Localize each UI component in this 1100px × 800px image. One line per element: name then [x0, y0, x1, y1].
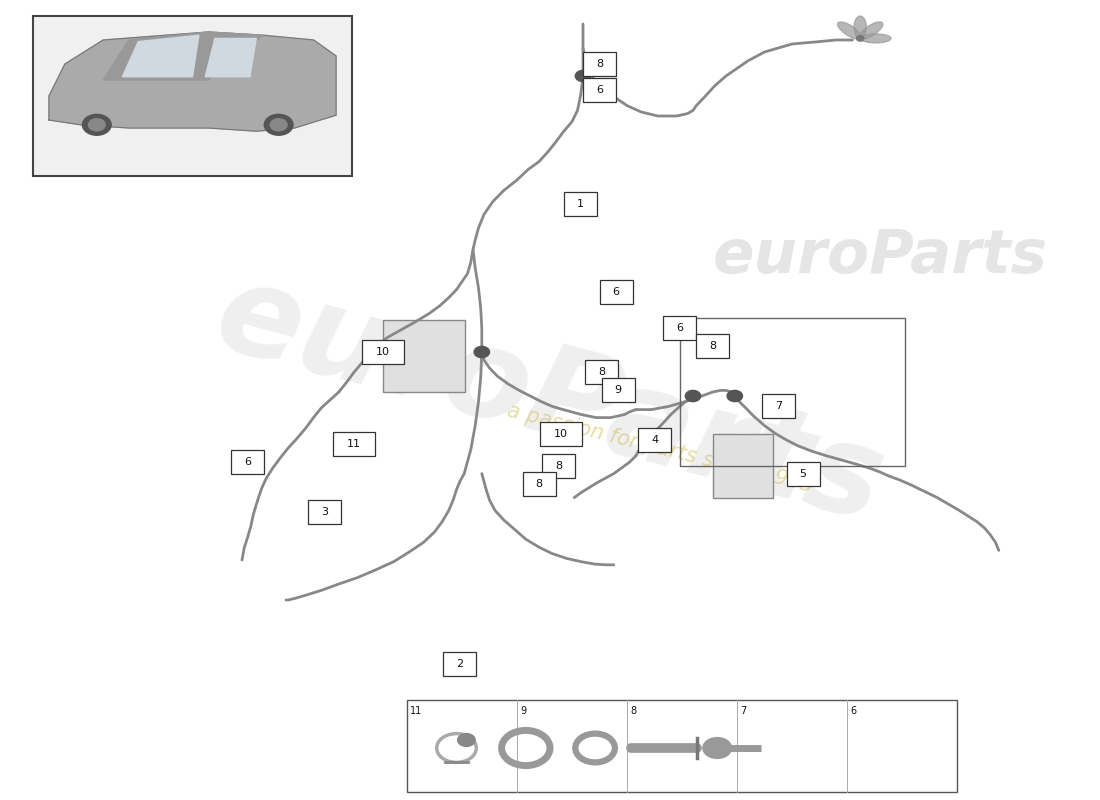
Bar — [713, 434, 773, 498]
Circle shape — [88, 118, 106, 131]
Circle shape — [575, 70, 591, 82]
Text: 6: 6 — [596, 85, 603, 94]
Circle shape — [703, 738, 732, 758]
Bar — [308, 500, 341, 524]
Text: 8: 8 — [598, 367, 605, 377]
Text: 8: 8 — [630, 706, 637, 717]
Bar — [522, 472, 556, 496]
Text: 6: 6 — [850, 706, 857, 717]
Text: 11: 11 — [348, 439, 361, 449]
Text: 10: 10 — [376, 347, 389, 357]
Text: 6: 6 — [613, 287, 619, 297]
Ellipse shape — [859, 22, 883, 39]
Text: 3: 3 — [321, 507, 328, 517]
Ellipse shape — [854, 16, 867, 38]
Bar — [333, 432, 375, 456]
Bar — [407, 700, 957, 792]
Text: 11: 11 — [410, 706, 422, 717]
Text: 6: 6 — [676, 323, 683, 333]
Circle shape — [82, 114, 111, 135]
Ellipse shape — [860, 34, 891, 43]
Text: 1: 1 — [578, 199, 584, 209]
Circle shape — [458, 734, 475, 746]
Ellipse shape — [837, 22, 861, 39]
Polygon shape — [206, 38, 256, 77]
Bar — [583, 52, 616, 76]
Text: euroParts: euroParts — [204, 253, 896, 547]
Circle shape — [474, 346, 490, 358]
Bar — [762, 394, 795, 418]
Text: 2: 2 — [456, 659, 463, 669]
Text: euroParts: euroParts — [713, 226, 1047, 286]
Bar — [786, 462, 820, 486]
Text: 6: 6 — [244, 457, 251, 466]
Text: 5: 5 — [800, 469, 806, 478]
Bar — [443, 652, 476, 676]
Polygon shape — [103, 32, 263, 80]
Bar — [564, 192, 597, 216]
Bar — [696, 334, 729, 358]
Text: 4: 4 — [651, 435, 658, 445]
Polygon shape — [122, 35, 199, 77]
Circle shape — [685, 390, 701, 402]
Circle shape — [857, 36, 864, 41]
Text: 9: 9 — [615, 386, 622, 395]
Bar — [231, 450, 264, 474]
Bar — [663, 316, 696, 340]
Bar — [585, 360, 618, 384]
Bar — [602, 378, 635, 402]
Circle shape — [264, 114, 293, 135]
Bar — [638, 428, 671, 452]
Circle shape — [271, 118, 287, 131]
Text: 9: 9 — [520, 706, 527, 717]
Text: 8: 8 — [536, 479, 542, 489]
Text: 7: 7 — [776, 401, 782, 410]
Polygon shape — [48, 32, 337, 131]
Text: 8: 8 — [556, 461, 562, 470]
Text: 8: 8 — [596, 59, 603, 69]
Bar — [540, 422, 582, 446]
Text: 8: 8 — [710, 341, 716, 350]
Circle shape — [727, 390, 742, 402]
Text: 10: 10 — [554, 429, 568, 438]
Bar — [362, 340, 404, 364]
Bar — [600, 280, 632, 304]
Text: a passion for parts since 1985: a passion for parts since 1985 — [505, 400, 815, 496]
Bar — [583, 78, 616, 102]
Text: 7: 7 — [740, 706, 747, 717]
Bar — [33, 16, 352, 176]
Bar — [383, 320, 465, 392]
Bar — [542, 454, 575, 478]
Bar — [680, 318, 905, 466]
